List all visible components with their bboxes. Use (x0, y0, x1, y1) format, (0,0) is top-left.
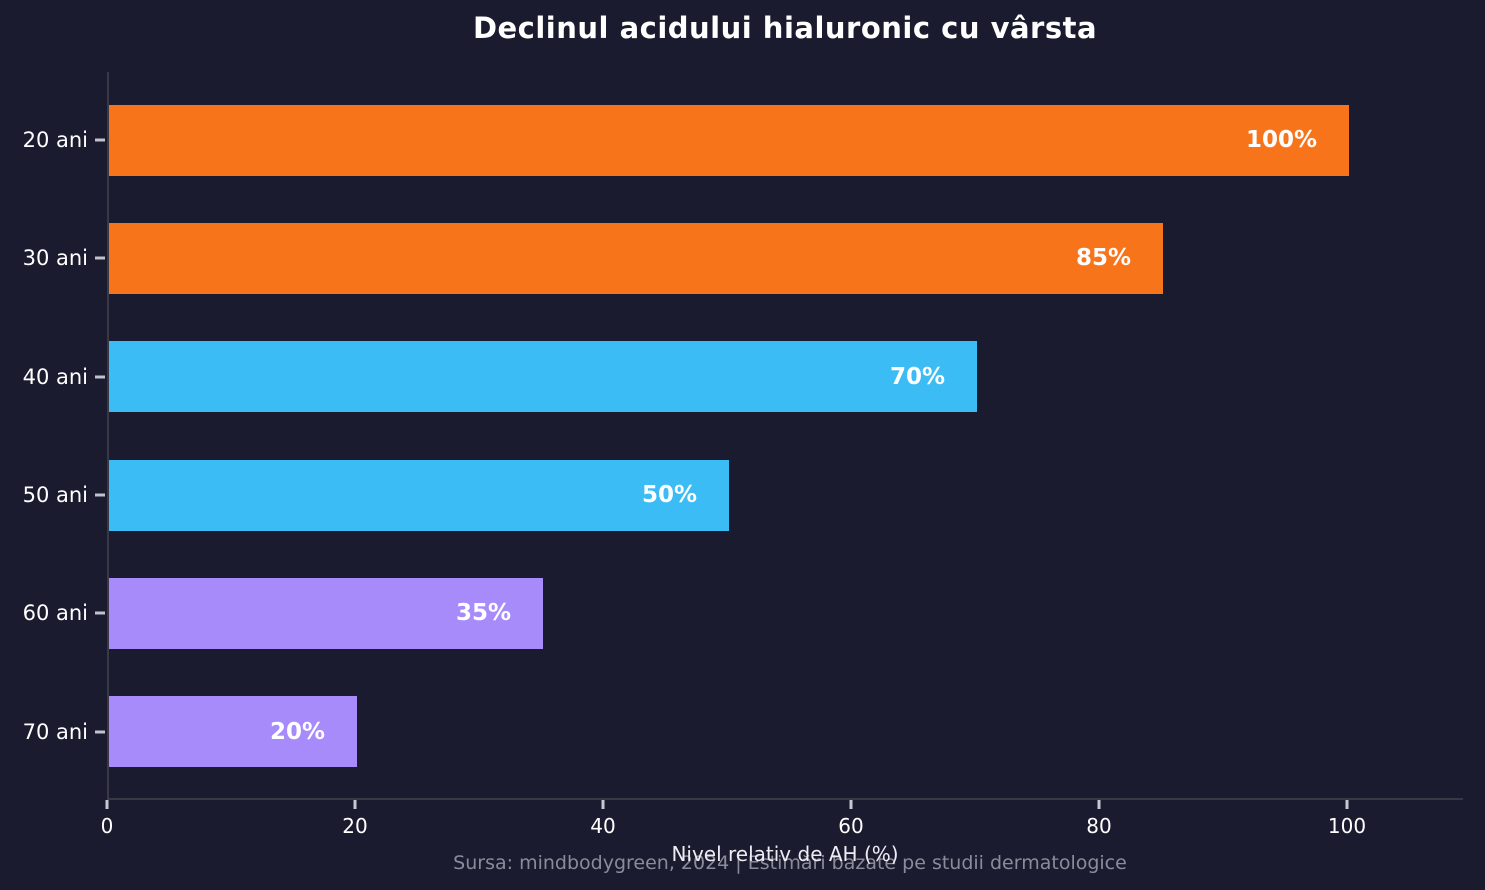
y-tick-mark (95, 375, 105, 379)
y-tick-label: 50 ani (22, 483, 88, 508)
bar-50-ani: 50% (109, 459, 729, 531)
x-tick-label: 20 (342, 814, 368, 838)
chart-title: Declinul acidului hialuronic cu vârsta (472, 11, 1098, 45)
bar-value-label: 85% (1075, 245, 1131, 272)
y-tick-mark (95, 256, 105, 260)
y-tick-mark (95, 493, 105, 497)
y-tick-label: 20 ani (22, 128, 88, 153)
y-tick-mark (95, 611, 105, 615)
x-axis-label: Nivel relativ de AH (%) (671, 842, 899, 866)
x-tick-label: 60 (838, 814, 864, 838)
bar-30-ani: 85% (109, 222, 1163, 294)
bar-row: 30 ani 85% (23, 199, 1463, 317)
bar-20-ani: 100% (109, 104, 1349, 176)
x-tick-label: 40 (590, 814, 616, 838)
x-tick-mark (1345, 800, 1349, 809)
source-caption: Sursa: mindbodygreen, 2024 | Estimări ba… (453, 852, 1127, 874)
y-tick-label: 60 ani (22, 601, 88, 626)
bar-row: 70 ani 20% (23, 672, 1463, 790)
bar-value-label: 35% (455, 600, 511, 627)
y-tick-label: 70 ani (22, 719, 88, 744)
x-tick-label: 80 (1086, 814, 1112, 838)
x-tick-mark (601, 800, 605, 809)
x-tick-label: 100 (1327, 814, 1367, 838)
x-tick-mark (105, 800, 109, 809)
plot-area: 20 ani 100% 30 ani 85% 40 ani 70% 50 ani 50% 60 … (23, 81, 1463, 791)
y-tick-label: 30 ani (22, 246, 88, 271)
x-tick-label: 0 (100, 814, 114, 838)
bar-60-ani: 35% (109, 577, 543, 649)
bar-40-ani: 70% (109, 341, 977, 413)
bar-value-label: 100% (1245, 127, 1317, 154)
bar-value-label: 20% (269, 718, 325, 745)
bar-row: 20 ani 100% (23, 81, 1463, 199)
x-tick-mark (353, 800, 357, 809)
bar-value-label: 50% (641, 482, 697, 509)
y-tick-label: 40 ani (22, 364, 88, 389)
bar-row: 40 ani 70% (23, 318, 1463, 436)
bar-70-ani: 20% (109, 696, 357, 768)
y-tick-mark (95, 138, 105, 142)
bar-row: 60 ani 35% (23, 554, 1463, 672)
x-tick-mark (1097, 800, 1101, 809)
bar-row: 50 ani 50% (23, 436, 1463, 554)
x-tick-mark (849, 800, 853, 809)
plot-frame (107, 72, 1463, 800)
y-tick-mark (95, 730, 105, 734)
bar-value-label: 70% (889, 363, 945, 390)
